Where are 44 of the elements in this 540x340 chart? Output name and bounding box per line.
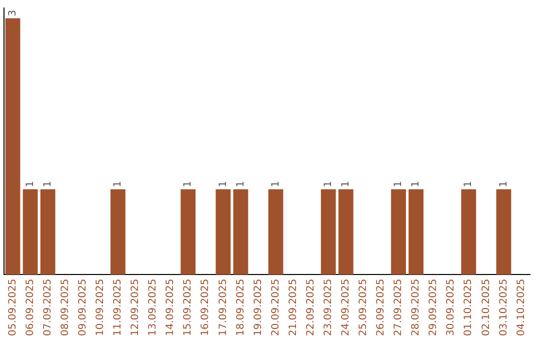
data-label: 1 (24, 180, 36, 188)
data-label: 3 (7, 10, 18, 16)
x-tick-label: 21.09.2025 (288, 278, 299, 336)
x-tick-label: 26.09.2025 (376, 278, 387, 336)
x-tick-label: 12.09.2025 (130, 278, 142, 336)
x-tick-label: 01.10.2025 (463, 278, 474, 336)
x-tick-label: 25.09.2025 (358, 278, 370, 336)
data-label: 1 (182, 180, 194, 188)
data-label: 1 (322, 180, 334, 188)
x-tick-label: 03.10.2025 (498, 278, 510, 336)
x-tick-label: 10.09.2025 (95, 278, 106, 336)
x-tick-label: 05.09.2025 (7, 278, 18, 336)
data-label: 1 (393, 180, 404, 188)
x-tick-label: 09.09.2025 (77, 278, 88, 336)
x-tick-label: 11.09.2025 (112, 278, 124, 336)
x-tick-label: 27.09.2025 (393, 278, 404, 336)
data-label: 1 (410, 180, 422, 188)
x-tick-label: 17.09.2025 (218, 278, 229, 336)
data-label: 1 (498, 180, 510, 188)
x-tick-label: 19.09.2025 (252, 278, 264, 336)
data-label: 1 (42, 180, 54, 188)
x-tick-label: 08.09.2025 (60, 278, 71, 336)
x-tick-label: 20.09.2025 (270, 278, 282, 336)
x-tick-label: 30.09.2025 (446, 278, 457, 336)
data-label: 1 (340, 180, 352, 188)
x-tick-label: 22.09.2025 (305, 278, 316, 336)
data-label: 1 (218, 180, 229, 188)
x-tick-label: 07.09.2025 (42, 278, 54, 336)
x-tick-label: 24.09.2025 (340, 278, 352, 336)
x-tick-label: 29.09.2025 (428, 278, 440, 336)
x-tick-label: 14.09.2025 (165, 278, 176, 336)
data-label: 1 (112, 180, 124, 188)
data-label: 1 (270, 180, 282, 188)
x-tick-label: 18.09.2025 (235, 278, 246, 336)
data-label: 1 (463, 180, 474, 188)
x-tick-label: 02.10.2025 (480, 278, 492, 336)
data-label: 1 (235, 180, 246, 188)
x-tick-label: 15.09.2025 (182, 278, 194, 336)
x-tick-label: 23.09.2025 (322, 278, 334, 336)
x-tick-label: 04.10.2025 (516, 278, 527, 336)
x-tick-label: 28.09.2025 (410, 278, 422, 336)
x-tick-label: 16.09.2025 (200, 278, 212, 336)
x-tick-label: 06.09.2025 (24, 278, 36, 336)
x-tick-label: 13.09.2025 (148, 278, 159, 336)
